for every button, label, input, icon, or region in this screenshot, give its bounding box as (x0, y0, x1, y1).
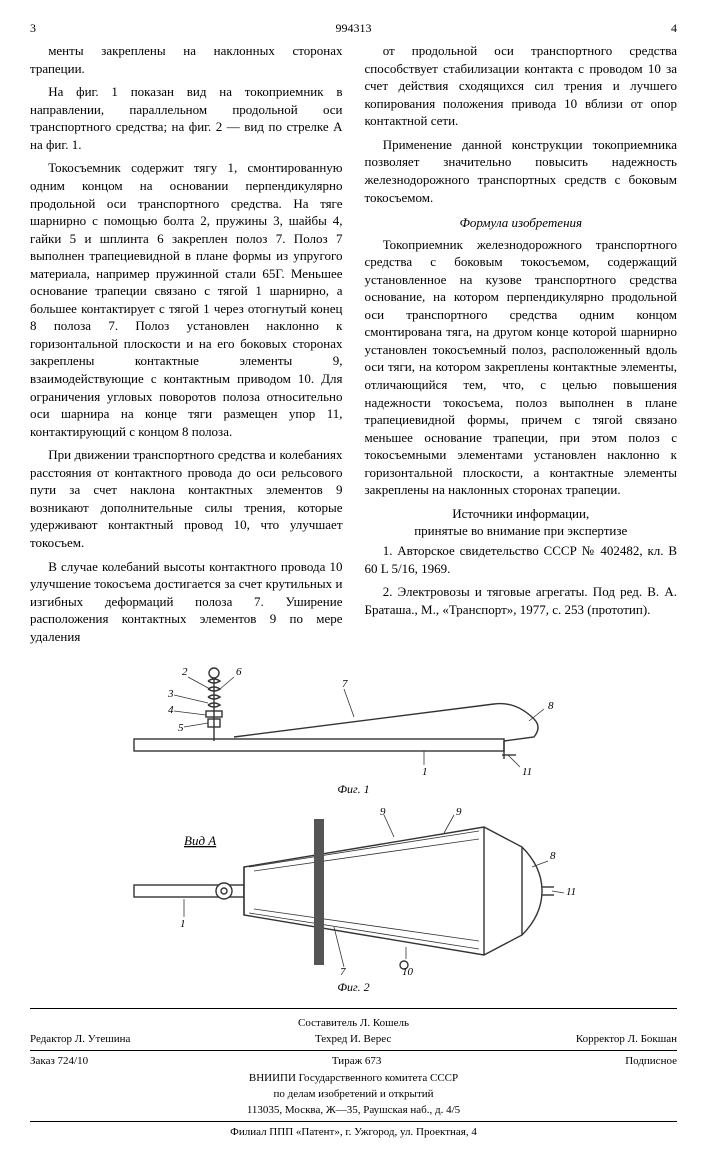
print-run: Тираж 673 (332, 1054, 382, 1069)
ref-num: 2 (182, 666, 188, 678)
references-heading: Источники информации, принятые во вниман… (365, 505, 678, 540)
paragraph: Применение данной конструкции токоприемн… (365, 136, 678, 206)
ref-num: 11 (522, 766, 532, 778)
ref-num: 1 (180, 918, 186, 930)
ref-num: 7 (340, 966, 346, 977)
claim-text: Токоприемник железнодорожного транспортн… (365, 236, 678, 499)
patent-number: 994313 (70, 20, 637, 36)
address-line: 113035, Москва, Ж—35, Раушская наб., д. … (30, 1103, 677, 1118)
refs-title-line1: Источники информации, (452, 506, 589, 521)
ref-num: 8 (550, 850, 556, 862)
ref-num: 7 (342, 678, 348, 690)
paragraph: В случае колебаний высоты контактного пр… (30, 558, 343, 646)
corrector: Корректор Л. Бокшан (576, 1032, 677, 1047)
figure-2-label: Фиг. 2 (30, 979, 677, 995)
reference-item: 1. Авторское свидетельство СССР № 402482… (365, 542, 678, 577)
filial-line: Филиал ППП «Патент», г. Ужгород, ул. Про… (30, 1125, 677, 1140)
org-line: ВНИИПИ Государственного комитета СССР (30, 1071, 677, 1086)
paragraph: На фиг. 1 показан вид на токоприемник в … (30, 83, 343, 153)
ref-num: 3 (167, 688, 174, 700)
refs-title-line2: принятые во внимание при экспертизе (414, 523, 627, 538)
org-line-2: по делам изобретений и открытий (30, 1087, 677, 1102)
paragraph: менты закреплены на наклонных сторонах т… (30, 42, 343, 77)
ref-num: 1 (422, 766, 428, 778)
ref-num: 9 (456, 807, 462, 818)
svg-text:Вид А: Вид А (184, 833, 216, 848)
imprint-footer: Составитель Л. Кошель Редактор Л. Утешин… (30, 1008, 677, 1140)
figure-1-label: Фиг. 1 (30, 781, 677, 797)
page-number-left: 3 (30, 20, 70, 36)
page-number-right: 4 (637, 20, 677, 36)
techred: Техред И. Верес (315, 1032, 391, 1047)
paragraph: При движении транспортного средства и ко… (30, 446, 343, 551)
ref-num: 8 (548, 700, 554, 712)
ref-num: 6 (236, 666, 242, 678)
paragraph: от продольной оси транспортного средства… (365, 42, 678, 130)
ref-num: 11 (566, 886, 576, 898)
figure-2: Вид А 9 9 7 8 11 1 10 (124, 807, 584, 977)
ref-num: 4 (168, 704, 174, 716)
editor: Редактор Л. Утешина (30, 1032, 130, 1047)
claims-heading: Формула изобретения (365, 214, 678, 232)
ref-num: 5 (178, 722, 184, 734)
compiler-line: Составитель Л. Кошель (30, 1016, 677, 1031)
ref-num: 10 (402, 966, 414, 977)
ref-num: 9 (380, 807, 386, 818)
subscription: Подписное (625, 1054, 677, 1069)
order-number: Заказ 724/10 (30, 1054, 88, 1069)
body-columns: менты закреплены на наклонных сторонах т… (30, 42, 677, 645)
paragraph: Токосъемник содержит тягу 1, смонтирован… (30, 159, 343, 440)
figure-1: 2 3 4 5 6 7 8 1 11 (124, 659, 584, 779)
reference-item: 2. Электровозы и тяговые агрегаты. Под р… (365, 583, 678, 618)
